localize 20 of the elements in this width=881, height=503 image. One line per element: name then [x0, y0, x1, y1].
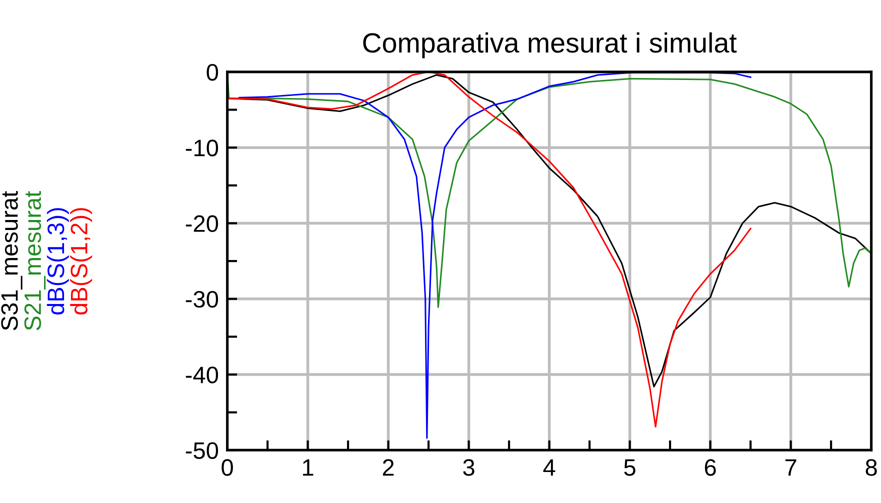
y-tick-label: -40	[186, 366, 218, 384]
x-tick-label: 5	[624, 459, 636, 476]
y-tick-label: -30	[186, 290, 218, 308]
x-tick-label: 0	[222, 459, 233, 476]
x-tick-label: 6	[704, 459, 716, 476]
y-tick-label: -10	[186, 140, 218, 156]
text: dB(S(1,2))	[70, 208, 92, 315]
x-tick-label: 1	[303, 459, 314, 476]
y-tick-label: -50	[186, 442, 218, 459]
x-tick-label: 2	[382, 459, 394, 476]
text: dB(S(1,3))	[46, 208, 69, 315]
text: S31_mesurat	[1, 191, 22, 330]
x-tick-label: 4	[543, 459, 556, 476]
x-tick-label: 8	[866, 459, 877, 476]
x-tick-label: 7	[785, 459, 796, 476]
chart-title: Comparativa mesurat i simulat	[363, 32, 737, 58]
y-tick-label: -20	[186, 215, 218, 232]
y-tick-label: 0	[206, 64, 218, 81]
x-tick-label: 3	[463, 459, 474, 476]
text: S21_mesurat	[24, 191, 46, 330]
